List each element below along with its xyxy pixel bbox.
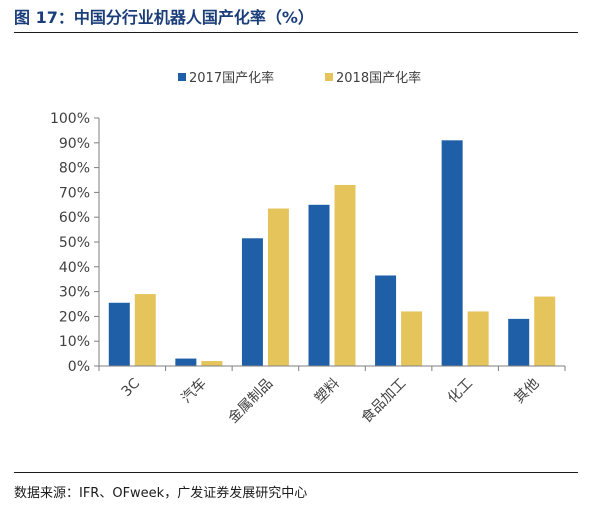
bar-2017-6 <box>441 140 463 366</box>
bar-2017-2 <box>175 358 197 366</box>
legend-swatch-1 <box>178 73 186 81</box>
y-tick-label: 90% <box>59 136 90 152</box>
bar-2017-4 <box>308 204 330 366</box>
y-axis: 0% 10% 20% 30% 40% 50% 60% 70% 80% 90% 100% <box>50 111 100 375</box>
title-rule <box>14 32 578 33</box>
bar-2017-5 <box>375 275 397 366</box>
bar-2018-5 <box>401 311 423 366</box>
y-tick-label: 100% <box>50 111 90 127</box>
x-category-label: 化工 <box>445 376 476 407</box>
y-tick-label: 40% <box>59 260 90 276</box>
bar-2018-6 <box>467 311 489 366</box>
x-category-label: 汽车 <box>178 375 210 407</box>
legend-swatch-2 <box>325 73 333 81</box>
bar-2018-7 <box>534 296 556 366</box>
y-tick-label: 20% <box>59 309 90 325</box>
y-tick-label: 80% <box>59 161 90 177</box>
x-category-label: 3C <box>119 375 144 400</box>
x-category-label: 塑料 <box>312 376 343 407</box>
bar-2017-7 <box>508 318 530 366</box>
bar-2018-4 <box>334 184 356 366</box>
chart-legend: 2017国产化率 2018国产化率 <box>178 70 421 86</box>
y-tick-label: 60% <box>59 210 90 226</box>
y-tick-label: 50% <box>59 235 90 251</box>
legend-label-2: 2018国产化率 <box>336 70 421 86</box>
y-tick-label: 10% <box>59 334 90 350</box>
x-category-label: 其他 <box>511 376 542 407</box>
bar-2017-1 <box>108 302 130 366</box>
y-tick-label: 30% <box>59 285 90 301</box>
x-category-label: 食品加工 <box>358 375 410 427</box>
x-category-label: 金属制品 <box>225 376 276 427</box>
source-rule <box>14 472 578 473</box>
bar-series <box>108 140 556 366</box>
bar-2018-2 <box>201 361 223 366</box>
figure-title: 图 17：中国分行业机器人国产化率（%） <box>14 8 314 27</box>
x-axis: 3C 汽车 金属制品 塑料 食品加工 化工 其他 <box>98 365 566 427</box>
bar-chart: 2017国产化率 2018国产化率 0% 10% 20% 30% 40% 50% 60% 70%… <box>50 70 566 427</box>
source-note: 数据来源：IFR、OFweek，广发证券发展研究中心 <box>14 486 308 501</box>
bar-2017-3 <box>241 238 263 366</box>
bar-2018-3 <box>267 208 289 366</box>
bar-2018-1 <box>134 294 156 366</box>
y-tick-label: 0% <box>68 359 90 375</box>
legend-label-1: 2017国产化率 <box>189 70 274 86</box>
y-tick-label: 70% <box>59 185 90 201</box>
